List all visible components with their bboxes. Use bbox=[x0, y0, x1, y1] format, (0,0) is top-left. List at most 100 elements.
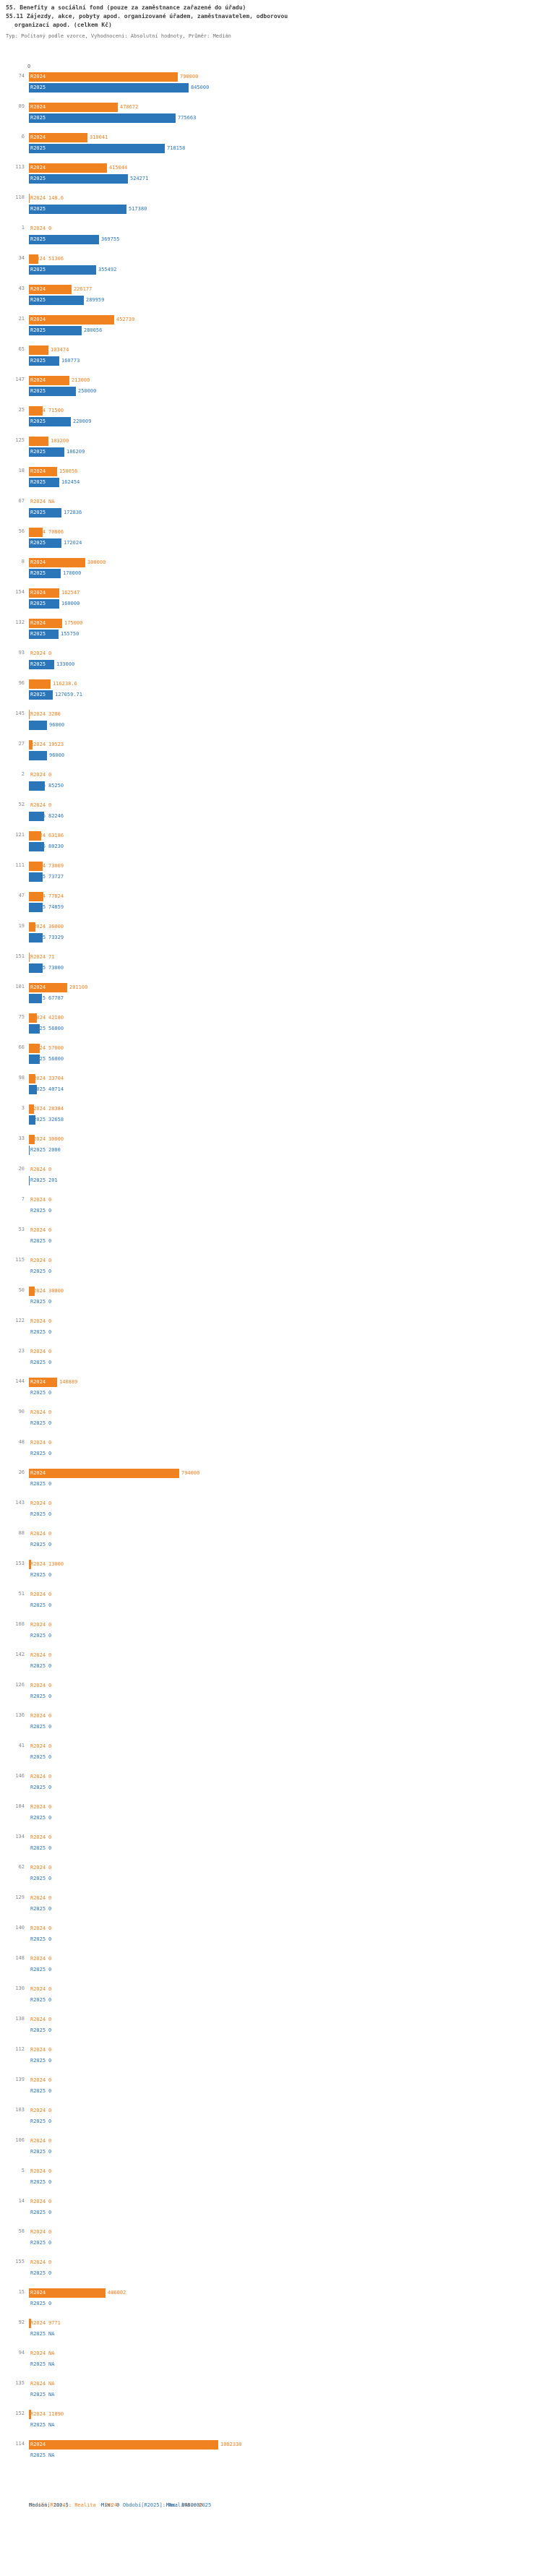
bar-r2025 bbox=[29, 630, 59, 639]
bar-value-label: NA bbox=[48, 2350, 55, 2356]
bar-value-label: 0 bbox=[48, 1592, 52, 1597]
bar-value-label: 0 bbox=[48, 2240, 52, 2246]
row-id-label: 33 bbox=[18, 1135, 25, 1141]
chart-row: 52 R2024 0 R2025 82246 bbox=[0, 801, 542, 831]
bar-value-label: 0 bbox=[48, 1683, 52, 1688]
series-name-label: R2025 bbox=[30, 1420, 46, 1426]
row-id-label: 5 bbox=[21, 2168, 25, 2173]
bar-value-label: 0 bbox=[48, 1511, 52, 1517]
bar-value-label: 0 bbox=[48, 1925, 52, 1931]
row-id-label: 138 bbox=[15, 2016, 25, 2022]
bar-line-r2024: R2024 NA bbox=[29, 497, 539, 507]
chart-row: 146 R2024 0 R2025 0 bbox=[0, 1772, 542, 1803]
bar-line-r2024: R2024 0 bbox=[29, 1833, 539, 1842]
row-id-label: 106 bbox=[15, 2137, 25, 2143]
bar-r2025 bbox=[29, 1146, 30, 1155]
bar-line-r2025: R2025 0 bbox=[29, 1783, 539, 1793]
bar-value-label: 201 bbox=[48, 1177, 58, 1183]
series-name-label: R2025 bbox=[30, 479, 46, 485]
bar-value-label: 0 bbox=[48, 2229, 52, 2235]
bar-line-r2025: R2025 0 bbox=[29, 2299, 539, 2309]
series-name-label: R2024 bbox=[30, 924, 46, 929]
bar-value-label: 0 bbox=[48, 651, 52, 656]
bar-r2024 bbox=[29, 740, 33, 750]
bar-line-r2024: R2024 406002 bbox=[29, 2288, 539, 2298]
row-id-label: 20 bbox=[18, 1166, 25, 1172]
bar-value-label: 103474 bbox=[51, 347, 69, 353]
bar-line-r2025: R2025 517380 bbox=[29, 205, 539, 214]
row-id-label: 118 bbox=[15, 194, 25, 200]
series-name-label: R2024 bbox=[30, 1774, 46, 1779]
bar-line-r2024: R2024 0 bbox=[29, 2258, 539, 2267]
bar-value-label: NA bbox=[48, 2422, 55, 2428]
bar-r2024 bbox=[29, 2440, 218, 2450]
series-name-label: R2025 bbox=[30, 1481, 46, 1487]
series-name-label: R2024 bbox=[30, 1531, 46, 1537]
bar-value-label: 1002330 bbox=[220, 2442, 242, 2447]
bar-value-label: 0 bbox=[48, 1663, 52, 1669]
series-name-label: R2025 bbox=[30, 297, 46, 303]
series-name-label: R2024 bbox=[30, 1167, 46, 1172]
bar-r2025 bbox=[29, 205, 126, 214]
row-id-label: 25 bbox=[18, 407, 25, 413]
bar-line-r2024: R2024 0 bbox=[29, 1681, 539, 1691]
chart-row: 101 R2024 201100 R2025 67787 bbox=[0, 983, 542, 1013]
row-id-label: 34 bbox=[18, 255, 25, 261]
bar-value-label: 0 bbox=[48, 1906, 52, 1912]
series-name-label: R2025 bbox=[30, 2331, 46, 2337]
row-id-label: 144 bbox=[15, 1378, 25, 1384]
chart-subtitle: Typ: Počítaný podle vzorce, Vyhodnocení:… bbox=[6, 33, 231, 39]
series-name-label: R2024 bbox=[30, 2168, 46, 2174]
chart-row: 15 R2024 406002 R2025 0 bbox=[0, 2288, 542, 2319]
page-title-line1: 55. Benefity a sociální fond (pouze za z… bbox=[6, 4, 246, 11]
series-name-label: R2024 bbox=[30, 1136, 46, 1142]
row-id-label: 23 bbox=[18, 1348, 25, 1354]
bar-value-label: 0 bbox=[48, 2017, 52, 2022]
series-name-label: R2025 bbox=[30, 1906, 46, 1912]
row-id-label: 43 bbox=[18, 285, 25, 291]
bar-r2025 bbox=[29, 265, 96, 275]
row-id-label: 48 bbox=[18, 1439, 25, 1445]
chart-row: 143 R2024 0 R2025 0 bbox=[0, 1499, 542, 1529]
bar-value-label: 33704 bbox=[48, 1076, 64, 1081]
chart-row: 104 R2024 0 R2025 0 bbox=[0, 1803, 542, 1833]
bar-line-r2025: R2025 56000 bbox=[29, 1024, 539, 1034]
bar-r2024 bbox=[29, 103, 118, 112]
bar-value-label: 220009 bbox=[73, 418, 92, 424]
series-name-label: R2025 bbox=[30, 388, 46, 394]
series-name-label: R2025 bbox=[30, 1299, 46, 1305]
chart-row: 75 R2024 42180 R2025 56000 bbox=[0, 1013, 542, 1044]
chart-row: 34 R2024 51306 R2025 355492 bbox=[0, 254, 542, 285]
series-name-label: R2024 bbox=[30, 256, 46, 262]
bar-line-r2024: R2024 0 bbox=[29, 1195, 539, 1205]
bar-line-r2025: R2025 0 bbox=[29, 2026, 539, 2035]
bar-r2024 bbox=[29, 1013, 37, 1023]
bar-value-label: 0 bbox=[48, 1227, 52, 1233]
bar-r2025 bbox=[29, 1176, 30, 1185]
chart-row: 33 R2024 30000 R2025 2000 bbox=[0, 1135, 542, 1165]
bar-r2025 bbox=[29, 1055, 40, 1064]
bar-r2024 bbox=[29, 831, 41, 841]
series-name-label: R2025 bbox=[30, 995, 46, 1001]
bar-line-r2024: R2024 0 bbox=[29, 1438, 539, 1448]
bar-r2024 bbox=[29, 1044, 40, 1053]
bar-value-label: 0 bbox=[48, 1318, 52, 1324]
bar-line-r2025: R2025 170000 bbox=[29, 569, 539, 578]
bar-value-label: 280056 bbox=[84, 327, 103, 333]
series-name-label: R2025 bbox=[30, 1572, 46, 1578]
series-name-label: R2025 bbox=[30, 692, 46, 697]
bar-value-label: 213000 bbox=[72, 377, 90, 383]
bar-value-label: 718158 bbox=[167, 145, 186, 151]
bar-value-label: 452739 bbox=[116, 317, 135, 322]
series-name-label: R2025 bbox=[30, 2422, 46, 2428]
bar-r2025 bbox=[29, 872, 43, 882]
bar-line-r2024: R2024 0 bbox=[29, 1165, 539, 1175]
row-id-label: 93 bbox=[18, 650, 25, 656]
series-name-label: R2025 bbox=[30, 904, 46, 910]
series-name-label: R2025 bbox=[30, 1724, 46, 1730]
bar-line-r2024: R2024 13000 bbox=[29, 1560, 539, 1569]
bar-value-label: 0 bbox=[48, 1622, 52, 1628]
series-name-label: R2024 bbox=[30, 1925, 46, 1931]
bar-r2024 bbox=[29, 862, 43, 871]
row-id-label: 75 bbox=[18, 1014, 25, 1020]
